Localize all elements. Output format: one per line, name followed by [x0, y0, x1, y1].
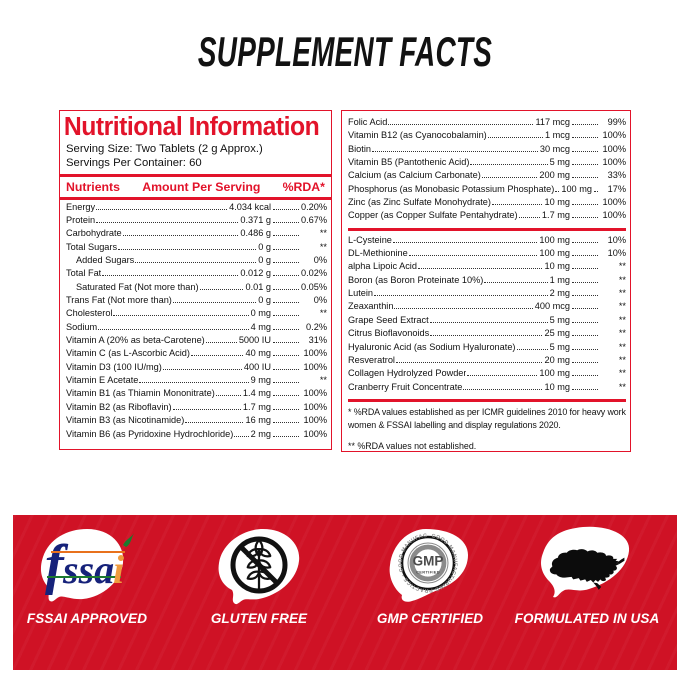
svg-text:i: i [113, 547, 124, 592]
svg-text:CERTIFIED: CERTIFIED [416, 570, 440, 575]
svg-text:ssa: ssa [62, 547, 114, 592]
svg-text:GMP: GMP [413, 554, 444, 569]
